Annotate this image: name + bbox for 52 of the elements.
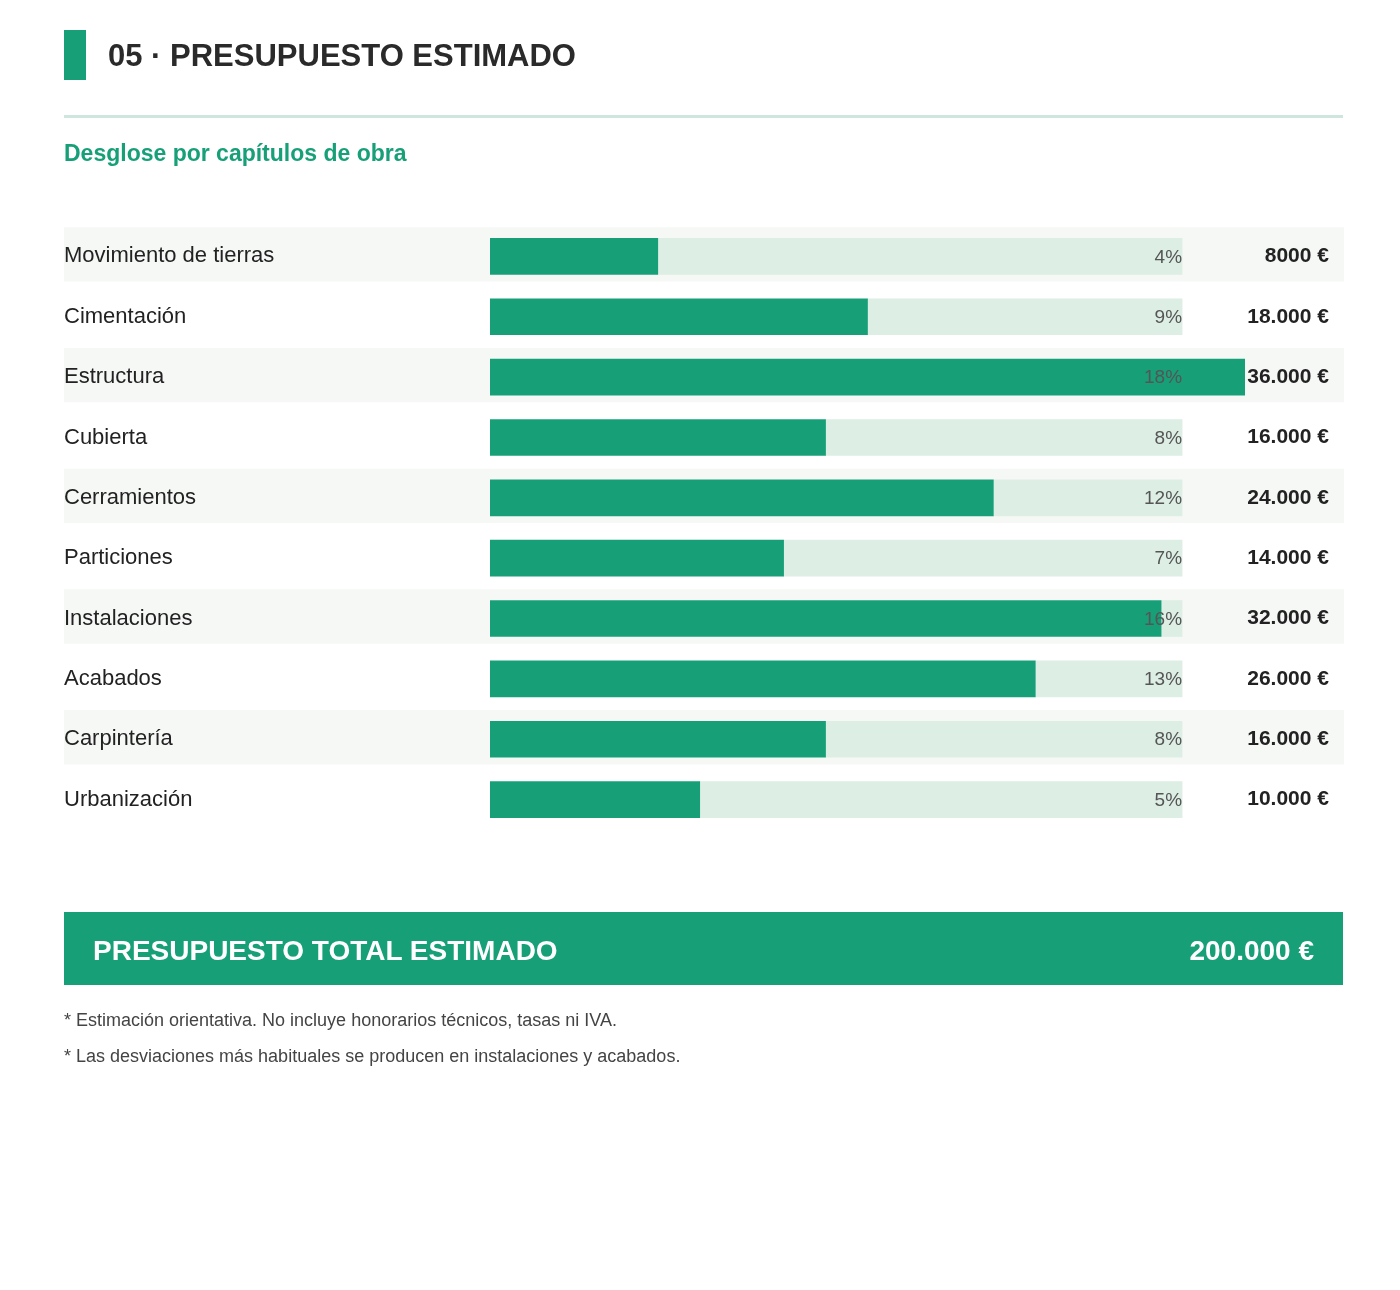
annotation: 13% [1144, 668, 1183, 690]
data-label: 32.000 € [1247, 605, 1330, 629]
y-tick-label: Cimentación [64, 302, 187, 328]
bar [657, 238, 1183, 275]
y-tick-label: Movimiento de tierras [64, 242, 275, 268]
data-label: 16.000 € [1247, 424, 1330, 448]
data-label: 24.000 € [1247, 484, 1330, 508]
data-label: 8000 € [1264, 243, 1330, 267]
data-label: 26.000 € [1247, 665, 1330, 689]
chart-title: 05 · PRESUPUESTO ESTIMADO [108, 38, 576, 74]
annotation: 4% [1154, 245, 1183, 267]
annotation: 8% [1154, 426, 1183, 448]
text: PRESUPUESTO TOTAL ESTIMADO [93, 935, 558, 967]
text: Desglose por capítulos de obra [64, 140, 407, 167]
bar [490, 238, 659, 275]
annotation: 18% [1144, 366, 1183, 388]
annotation: 7% [1154, 547, 1183, 569]
bar [1034, 660, 1183, 698]
bar [490, 539, 784, 577]
text: * Estimación orientativa. No incluye honorarios técnicos, tasas ni IVA. [64, 1010, 618, 1031]
y-tick-label: Urbanización [64, 785, 193, 811]
bar [490, 720, 826, 758]
bar [699, 781, 1183, 818]
y-tick-label: Instalaciones [64, 604, 193, 630]
bar [825, 419, 1183, 456]
bar [490, 358, 1245, 396]
y-tick-label: Acabados [64, 664, 162, 690]
data-label: 36.000 € [1247, 363, 1330, 387]
annotation: 5% [1154, 788, 1183, 810]
y-tick-label: Cerramientos [64, 483, 197, 509]
bar [490, 781, 701, 818]
text: 200.000 € [1189, 935, 1314, 967]
bar [490, 660, 1036, 698]
text: * Las desviaciones más habituales se producen en instalaciones y acabados. [64, 1046, 681, 1067]
data-label: 18.000 € [1247, 303, 1330, 327]
bar [825, 720, 1183, 758]
y-tick-label: Particiones [64, 544, 173, 570]
y-tick-label: Carpintería [64, 725, 174, 751]
bar [490, 479, 994, 517]
y-tick-label: Cubierta [64, 423, 148, 449]
bar [490, 298, 868, 336]
annotation: 9% [1154, 305, 1183, 327]
data-label: 14.000 € [1247, 544, 1330, 568]
bar [490, 419, 826, 456]
data-label: 16.000 € [1247, 726, 1330, 750]
bar [993, 479, 1183, 517]
bar [867, 298, 1183, 336]
annotation: 8% [1154, 728, 1183, 750]
y-tick-label: Estructura [64, 363, 166, 389]
annotation: 12% [1144, 487, 1183, 509]
data-label: 10.000 € [1247, 786, 1330, 810]
bar [783, 539, 1183, 577]
